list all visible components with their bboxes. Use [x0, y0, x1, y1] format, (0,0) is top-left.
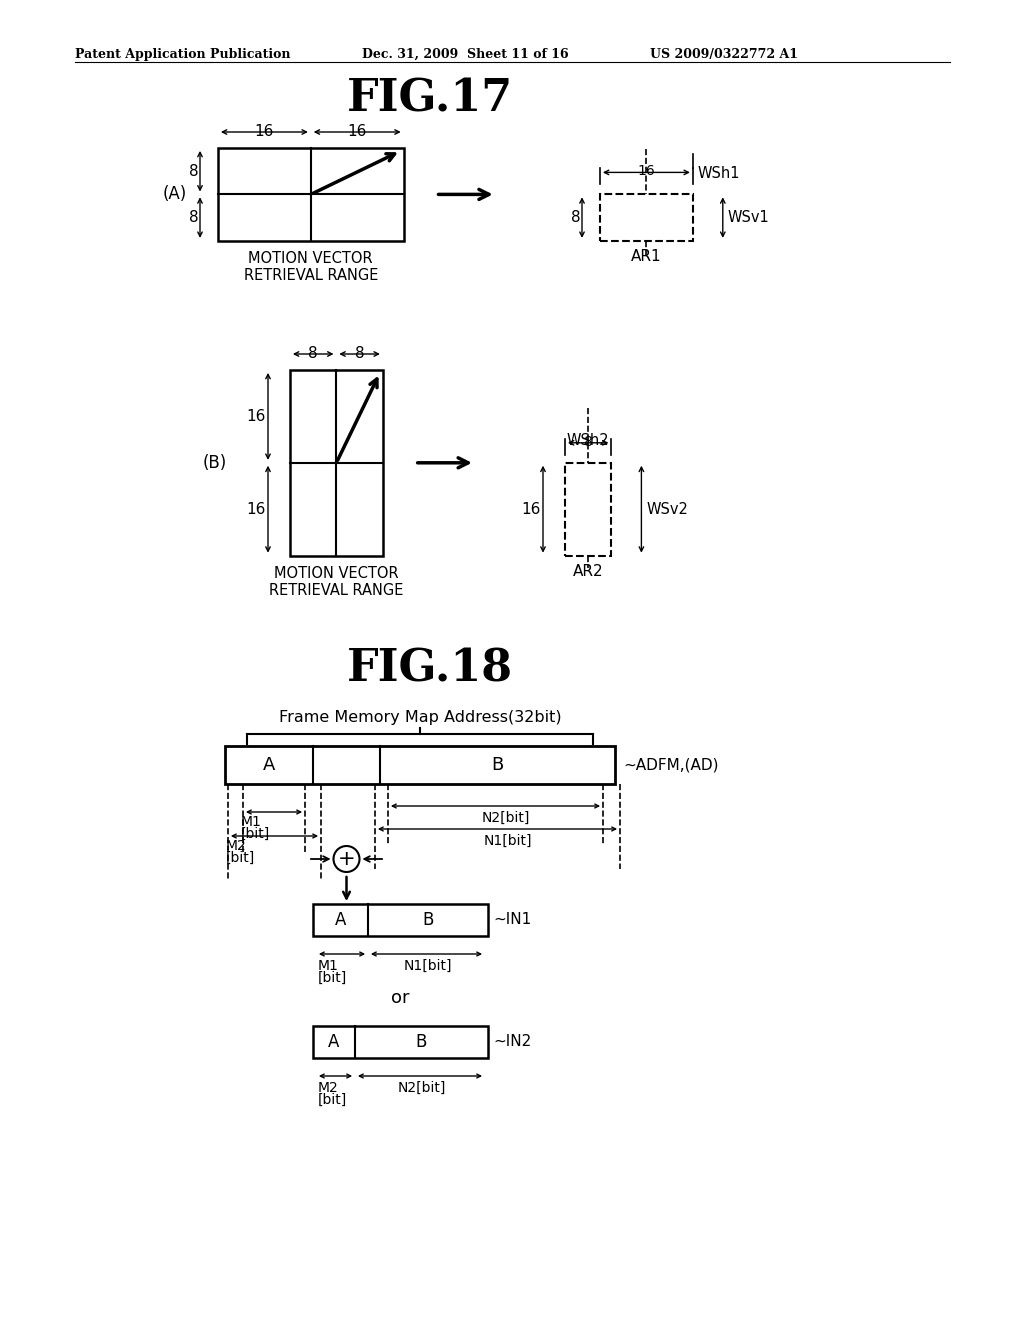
Text: 16: 16: [255, 124, 274, 140]
Text: [bit]: [bit]: [241, 828, 270, 841]
Text: or: or: [391, 989, 410, 1007]
Text: Patent Application Publication: Patent Application Publication: [75, 48, 291, 61]
Text: 16: 16: [521, 502, 541, 516]
Text: 8: 8: [584, 434, 593, 449]
Text: B: B: [416, 1034, 427, 1051]
Text: N1[bit]: N1[bit]: [403, 960, 453, 973]
Bar: [290, 370, 383, 556]
Text: WSv1: WSv1: [728, 210, 770, 226]
Text: FIG.18: FIG.18: [347, 648, 513, 690]
Text: A: A: [263, 756, 275, 774]
Text: AR1: AR1: [631, 248, 662, 264]
Text: 8: 8: [308, 346, 318, 362]
Text: [bit]: [bit]: [318, 1093, 347, 1107]
Text: M2: M2: [226, 840, 247, 853]
Text: MOTION VECTOR
RETRIEVAL RANGE: MOTION VECTOR RETRIEVAL RANGE: [244, 251, 378, 284]
Text: ~IN2: ~IN2: [493, 1035, 531, 1049]
Text: [bit]: [bit]: [226, 851, 255, 865]
Bar: [313, 1026, 488, 1059]
Text: (A): (A): [163, 185, 187, 203]
Text: WSh2: WSh2: [567, 433, 609, 447]
Text: M2: M2: [318, 1081, 339, 1096]
Text: AR2: AR2: [572, 564, 603, 578]
Text: 8: 8: [571, 210, 581, 226]
Text: WSv2: WSv2: [646, 502, 688, 516]
Text: N1[bit]: N1[bit]: [483, 834, 531, 847]
Bar: [565, 463, 611, 556]
Text: M1: M1: [241, 814, 262, 829]
Text: (B): (B): [203, 454, 227, 471]
Text: 8: 8: [189, 164, 199, 178]
Text: 8: 8: [189, 210, 199, 226]
Text: N2[bit]: N2[bit]: [397, 1081, 445, 1096]
Bar: [600, 194, 693, 240]
Text: 16: 16: [638, 165, 655, 178]
Text: B: B: [422, 911, 434, 929]
Text: [bit]: [bit]: [318, 972, 347, 985]
Text: Dec. 31, 2009  Sheet 11 of 16: Dec. 31, 2009 Sheet 11 of 16: [362, 48, 568, 61]
Bar: [225, 746, 615, 784]
Text: B: B: [492, 756, 504, 774]
Text: FIG.17: FIG.17: [347, 78, 513, 121]
Text: 16: 16: [247, 502, 266, 516]
Bar: [218, 148, 403, 240]
Text: A: A: [335, 911, 346, 929]
Text: M1: M1: [318, 960, 339, 973]
Text: WSh1: WSh1: [697, 166, 740, 181]
Text: US 2009/0322772 A1: US 2009/0322772 A1: [650, 48, 798, 61]
Text: N2[bit]: N2[bit]: [481, 810, 529, 825]
Text: MOTION VECTOR
RETRIEVAL RANGE: MOTION VECTOR RETRIEVAL RANGE: [269, 565, 403, 598]
Text: 16: 16: [247, 409, 266, 424]
Bar: [313, 904, 488, 936]
Text: ~IN1: ~IN1: [493, 912, 531, 928]
Text: ~ADFM,(AD): ~ADFM,(AD): [623, 758, 719, 772]
Text: +: +: [338, 849, 355, 869]
Text: A: A: [329, 1034, 340, 1051]
Text: 8: 8: [354, 346, 365, 362]
Text: Frame Memory Map Address(32bit): Frame Memory Map Address(32bit): [279, 710, 561, 725]
Text: 16: 16: [347, 124, 367, 140]
